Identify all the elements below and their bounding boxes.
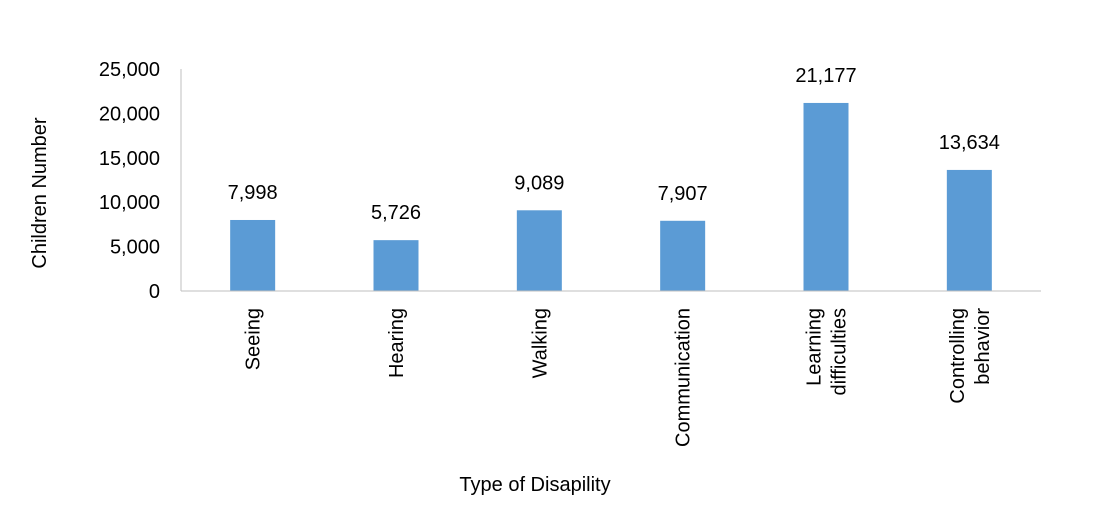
x-axis-title: Type of Disapility	[459, 474, 610, 496]
data-label: 7,907	[658, 183, 708, 205]
bar	[660, 220, 706, 291]
bar	[803, 102, 849, 291]
y-tick-label: 15,000	[99, 148, 160, 170]
y-tick-label: 5,000	[110, 237, 160, 259]
bar	[373, 240, 419, 291]
category-label: Learning	[804, 308, 826, 386]
y-tick-label: 20,000	[99, 103, 160, 125]
category-label: difficulties	[829, 308, 851, 395]
bar	[946, 169, 992, 291]
category-label: Walking	[529, 308, 551, 378]
data-labels: 7,998 5,726 9,089 7,907 21,177 13,634	[228, 65, 1000, 224]
category-label: Controlling	[947, 308, 969, 404]
data-label: 7,998	[228, 182, 278, 204]
bars	[230, 102, 992, 291]
y-axis-title: Children Number	[29, 117, 51, 269]
y-tick-label: 25,000	[99, 59, 160, 81]
bar	[230, 219, 276, 291]
category-label: Seeing	[243, 308, 265, 370]
y-tick-label: 10,000	[99, 192, 160, 214]
data-label: 5,726	[371, 202, 421, 224]
data-label: 13,634	[939, 132, 1000, 154]
category-labels: Seeing Hearing Walking Communication Learnin…	[243, 308, 994, 447]
category-label: behavior	[972, 308, 994, 385]
y-tick-label: 0	[149, 281, 160, 303]
category-label: Communication	[673, 308, 695, 447]
data-label: 9,089	[514, 172, 564, 194]
data-label: 21,177	[795, 65, 856, 87]
category-label: Hearing	[386, 308, 408, 378]
bar	[516, 210, 562, 291]
y-axis-ticks: 0 5,000 10,000 15,000 20,000 25,000	[99, 59, 160, 303]
